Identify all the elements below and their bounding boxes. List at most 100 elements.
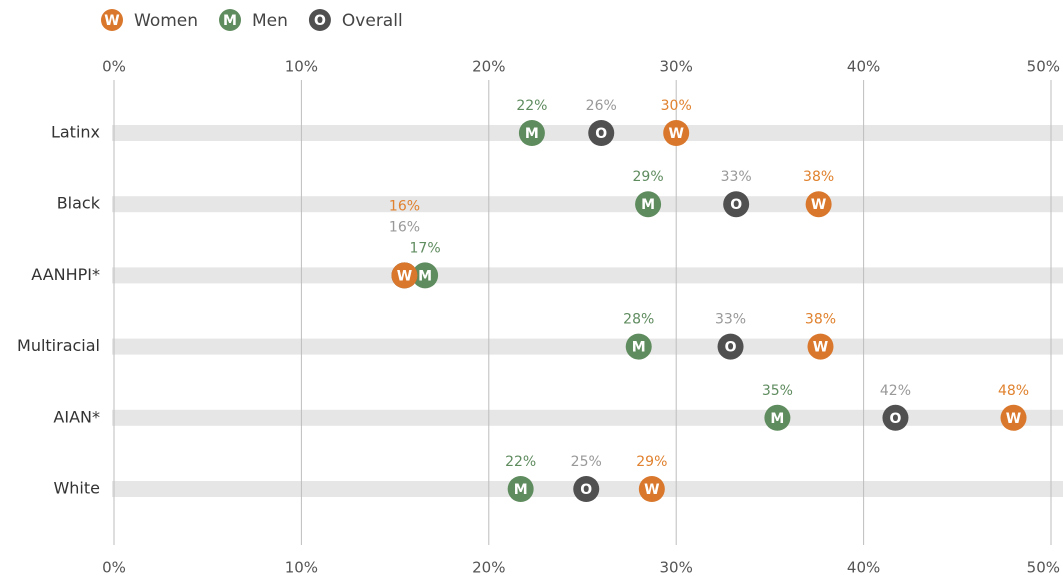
- dot-circle: [588, 120, 615, 146]
- legend-label: Overall: [342, 11, 403, 31]
- value-label: 16%: [389, 219, 420, 235]
- row-band: [112, 267, 1063, 284]
- legend-label: Women: [134, 11, 198, 31]
- dot: O: [723, 191, 750, 218]
- dot: M: [625, 333, 652, 360]
- dot-circle: [412, 262, 439, 289]
- x-tick-label: 20%: [472, 58, 505, 76]
- dot-circle: [717, 333, 744, 360]
- dot-letter: M: [418, 268, 432, 284]
- value-label: 38%: [803, 169, 834, 185]
- legend-marker: [219, 9, 242, 31]
- value-label: 30%: [661, 98, 692, 114]
- row-band: [112, 409, 1063, 426]
- category-label: Latinx: [51, 123, 100, 142]
- dot: W: [1000, 404, 1027, 431]
- value-label: 17%: [410, 240, 441, 256]
- dot: W: [807, 333, 834, 360]
- dot-letter: W: [1006, 411, 1021, 427]
- dot-circle: [764, 404, 791, 431]
- value-label: 33%: [715, 312, 746, 328]
- value-label: 16%: [389, 198, 420, 214]
- dot-circle: [625, 333, 652, 360]
- dot-circle: [882, 404, 909, 431]
- dot-circle: [663, 120, 690, 146]
- dot: O: [573, 476, 600, 502]
- value-label: 48%: [998, 383, 1029, 399]
- row-band: [112, 338, 1063, 355]
- dot-circle: [635, 191, 662, 218]
- dot: M: [764, 404, 791, 431]
- dot-circle: [805, 191, 832, 218]
- dot-letter: M: [514, 482, 528, 498]
- category-label: White: [53, 479, 100, 498]
- dot: M: [635, 191, 662, 218]
- legend-label: Men: [252, 11, 288, 31]
- value-label: 22%: [516, 98, 547, 114]
- x-tick-label: 40%: [847, 559, 880, 577]
- x-tick-label: 50%: [1027, 559, 1060, 577]
- dot-letter: W: [668, 126, 683, 142]
- category-label: AANHPI*: [31, 265, 100, 284]
- dot-letter: W: [644, 482, 659, 498]
- x-tick-label: 10%: [285, 559, 318, 577]
- dot-letter: O: [595, 126, 607, 142]
- dot-letter: W: [397, 268, 412, 284]
- dot: W: [805, 191, 832, 218]
- dot-letter: O: [580, 482, 592, 498]
- legend-marker: [308, 9, 331, 31]
- dot-letter: M: [632, 340, 646, 356]
- value-label: 22%: [505, 454, 536, 470]
- x-tick-label: 0%: [102, 58, 126, 76]
- row-band: [112, 196, 1063, 213]
- dot: O: [882, 404, 909, 431]
- dot-letter: M: [525, 126, 539, 142]
- x-tick-label: 0%: [102, 559, 126, 577]
- legend-item: M Men: [219, 9, 288, 31]
- dot-letter: W: [811, 197, 826, 213]
- row-band: [112, 125, 1063, 141]
- x-tick-label: 40%: [847, 58, 880, 76]
- dot: W: [391, 262, 418, 289]
- x-tick-label: 30%: [660, 559, 693, 577]
- category-label: Black: [57, 194, 101, 213]
- category-label: Multiracial: [17, 336, 100, 355]
- legend-item: W Women: [101, 9, 198, 31]
- dot-letter: O: [890, 411, 902, 427]
- dot-letter: O: [730, 197, 742, 213]
- value-label: 25%: [571, 454, 602, 470]
- value-label: 33%: [721, 169, 752, 185]
- dot-letter: W: [813, 340, 828, 356]
- dot: M: [507, 476, 534, 502]
- value-label: 29%: [633, 169, 664, 185]
- x-tick-label: 10%: [285, 58, 318, 76]
- dot-letter: M: [641, 197, 655, 213]
- dot: M: [518, 120, 545, 146]
- dot: M: [412, 262, 439, 289]
- dot: W: [663, 120, 690, 146]
- dot-circle: [1000, 404, 1027, 431]
- dot-circle: [807, 333, 834, 360]
- legend-marker-letter: M: [223, 13, 237, 29]
- dot: O: [717, 333, 744, 360]
- value-label: 26%: [586, 98, 617, 114]
- x-tick-label: 30%: [660, 58, 693, 76]
- dot-circle: [723, 191, 750, 218]
- value-label: 29%: [636, 454, 667, 470]
- dot-letter: M: [770, 411, 784, 427]
- legend-marker: [101, 9, 123, 31]
- value-label: 28%: [623, 312, 654, 328]
- value-label: 38%: [805, 312, 836, 328]
- dot-circle: [507, 476, 534, 502]
- x-tick-label: 50%: [1027, 58, 1060, 76]
- dot: W: [638, 476, 665, 502]
- dot-circle: [638, 476, 665, 502]
- dot-circle: [391, 262, 418, 289]
- dot: O: [588, 120, 615, 146]
- dot-letter: O: [725, 340, 737, 356]
- dot-circle: [573, 476, 600, 502]
- legend-marker-letter: W: [104, 13, 119, 29]
- legend-marker-letter: O: [314, 13, 326, 29]
- value-label: 42%: [880, 383, 911, 399]
